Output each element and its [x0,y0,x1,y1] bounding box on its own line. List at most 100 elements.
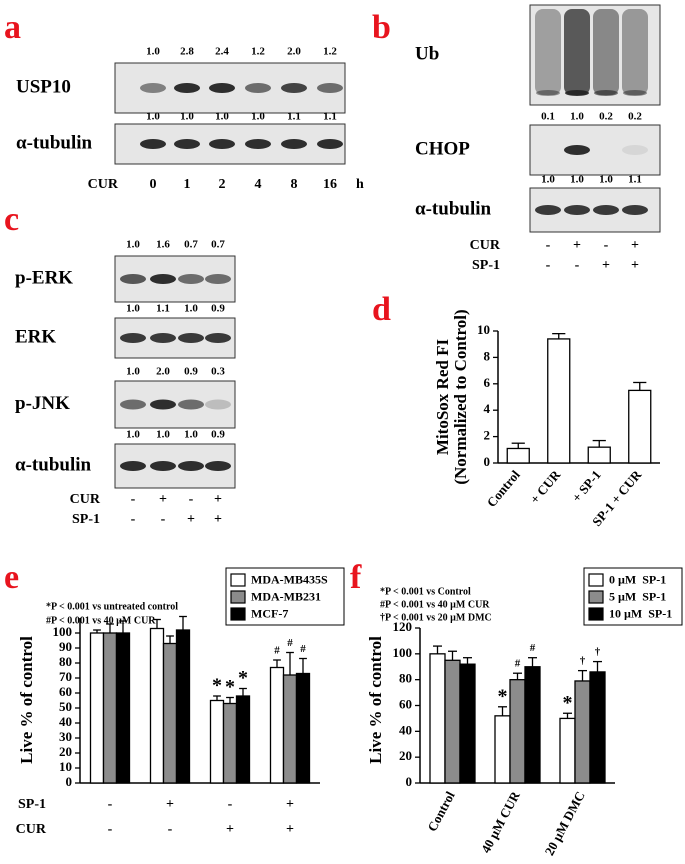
condition-value: + [631,238,639,253]
legend-label: MCF-7 [251,606,288,620]
band-ratio: 1.0 [251,111,265,123]
bar [587,446,611,464]
bar [102,632,118,784]
blot-band [120,461,146,471]
band-ratio: 0.1 [541,111,555,123]
panel-label: b [372,9,391,46]
bar [269,666,285,784]
condition-name: SP-1 [472,258,500,273]
significance-marker: # [300,643,306,655]
condition-value: + [187,512,195,527]
band-ratio: 1.0 [570,174,584,186]
legend-swatch [230,607,246,621]
bar [444,659,461,784]
blot-band [535,205,561,215]
blot-band [174,83,200,93]
y-tick-label: 70 [59,669,72,684]
annotation: #P < 0.001 vs 40 µM CUR [46,615,156,626]
condition-value: 0 [150,177,157,192]
bar [89,632,105,784]
blot-band [245,139,271,149]
x-tick-label: 40 µM CUR [478,788,523,855]
blot-name: USP10 [16,76,71,97]
blot-band [623,90,647,96]
band-ratio: 1.0 [126,429,140,441]
condition-value: - [189,492,194,507]
condition-value: + [286,797,294,812]
condition-value: + [214,492,222,507]
y-tick-label: 60 [59,684,72,699]
band-ratio: 1.1 [628,174,642,186]
blot-band [317,83,343,93]
significance-marker: * [563,692,573,714]
condition-name: SP-1 [72,512,100,527]
band-ratio: 1.0 [156,429,170,441]
blot-band [536,90,560,96]
bar [115,632,131,784]
significance-marker: * [238,667,248,689]
legend-swatch [588,607,604,621]
band-ratio: 0.7 [211,239,225,251]
blot-name: α-tubulin [16,132,93,153]
y-tick-label: 20 [399,748,412,763]
blot-band [150,333,176,343]
bar [235,695,251,784]
band-ratio: 1.1 [323,111,337,123]
blot-name: Ub [415,43,439,64]
x-tick-label: 20 µM DMC [542,789,588,858]
bar [494,715,511,784]
annotation: *P < 0.001 vs Control [380,586,471,597]
significance-marker: * [225,676,235,698]
bar [509,679,526,784]
y-tick-label: 80 [399,671,412,686]
y-axis-label: Live % of control [17,636,36,764]
condition-value: 4 [255,177,262,192]
blot-band [565,90,589,96]
x-tick-label: Control [424,788,458,833]
condition-name: CUR [470,238,501,253]
y-tick-label: 60 [399,696,412,711]
bar [295,672,311,784]
band-ratio: 2.0 [156,366,170,378]
panel-label: e [4,559,19,596]
condition-value: - [604,238,609,253]
blot-name: α-tubulin [415,198,492,219]
blot-name: p-ERK [15,267,73,288]
condition-value: + [159,492,167,507]
band-ratio: 1.0 [146,46,160,58]
y-tick-label: 0 [484,454,491,469]
band-ratio: 0.9 [184,366,198,378]
y-tick-label: 80 [59,654,72,669]
blot-band [120,333,146,343]
significance-marker: † [580,655,586,667]
band-ratio: 0.2 [599,111,613,123]
blot-band [622,145,648,155]
y-axis-label: Live % of control [366,636,385,764]
bar [149,627,165,784]
condition-value: - [575,258,580,273]
condition-value: - [161,512,166,527]
band-ratio: 1.0 [570,111,584,123]
bar [222,702,238,784]
panel-label: a [4,9,21,46]
condition-value: + [286,822,294,837]
bar [574,680,591,784]
y-tick-label: 0 [66,774,73,789]
x-tick-label: + CUR [527,467,564,507]
condition-value: - [228,797,233,812]
bar [559,717,576,784]
y-tick-label: 100 [53,624,73,639]
blot-name: ERK [15,326,56,347]
blot-band [564,205,590,215]
blot [529,124,661,176]
legend-swatch [588,590,604,604]
blot-band [120,399,146,410]
bar [209,699,225,784]
condition-value: - [108,797,113,812]
blot-name: p-JNK [15,393,70,414]
bar [282,674,298,784]
blot-band [209,139,235,149]
legend-label: MDA-MB231 [251,589,321,603]
